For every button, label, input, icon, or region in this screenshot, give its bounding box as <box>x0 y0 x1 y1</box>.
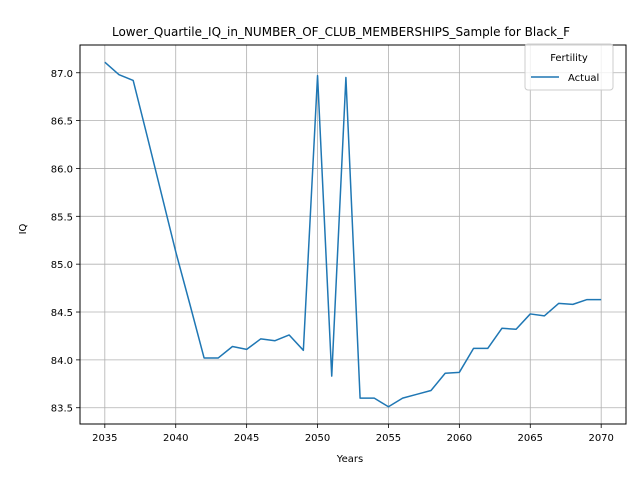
legend: Fertility Actual <box>524 43 614 91</box>
series-line-actual <box>104 61 602 408</box>
y-tick-label: 85.5 <box>51 212 73 223</box>
x-tick-label: 2065 <box>518 433 543 444</box>
x-axis-label: Years <box>336 454 363 465</box>
x-tick-label: 2040 <box>163 433 188 444</box>
x-axis-ticks: 2035 2040 2045 2050 2055 2060 2065 2070 <box>92 424 614 444</box>
x-tick-label: 2035 <box>92 433 117 444</box>
x-tick-label: 2070 <box>588 433 613 444</box>
y-axis-label: IQ <box>18 223 29 234</box>
y-tick-label: 83.5 <box>51 404 73 415</box>
y-tick-label: 86.0 <box>51 164 73 175</box>
legend-title: Fertility <box>550 53 588 64</box>
x-tick-label: 2045 <box>234 433 259 444</box>
chart-title: Lower_Quartile_IQ_in_NUMBER_OF_CLUB_MEMB… <box>112 25 570 39</box>
y-tick-label: 86.5 <box>51 117 73 128</box>
y-tick-label: 85.0 <box>51 260 73 271</box>
x-tick-label: 2050 <box>305 433 330 444</box>
legend-box <box>524 43 614 91</box>
legend-label-actual: Actual <box>568 73 599 84</box>
x-tick-label: 2060 <box>447 433 472 444</box>
y-tick-label: 87.0 <box>51 69 73 80</box>
plot-frame <box>79 44 627 425</box>
y-tick-label: 84.0 <box>51 356 73 367</box>
x-tick-label: 2055 <box>376 433 401 444</box>
grid <box>80 45 626 424</box>
y-axis-ticks: 83.5 84.0 84.5 85.0 85.5 86.0 86.5 87.0 <box>51 69 80 415</box>
y-tick-label: 84.5 <box>51 308 73 319</box>
series-layer <box>104 61 602 408</box>
